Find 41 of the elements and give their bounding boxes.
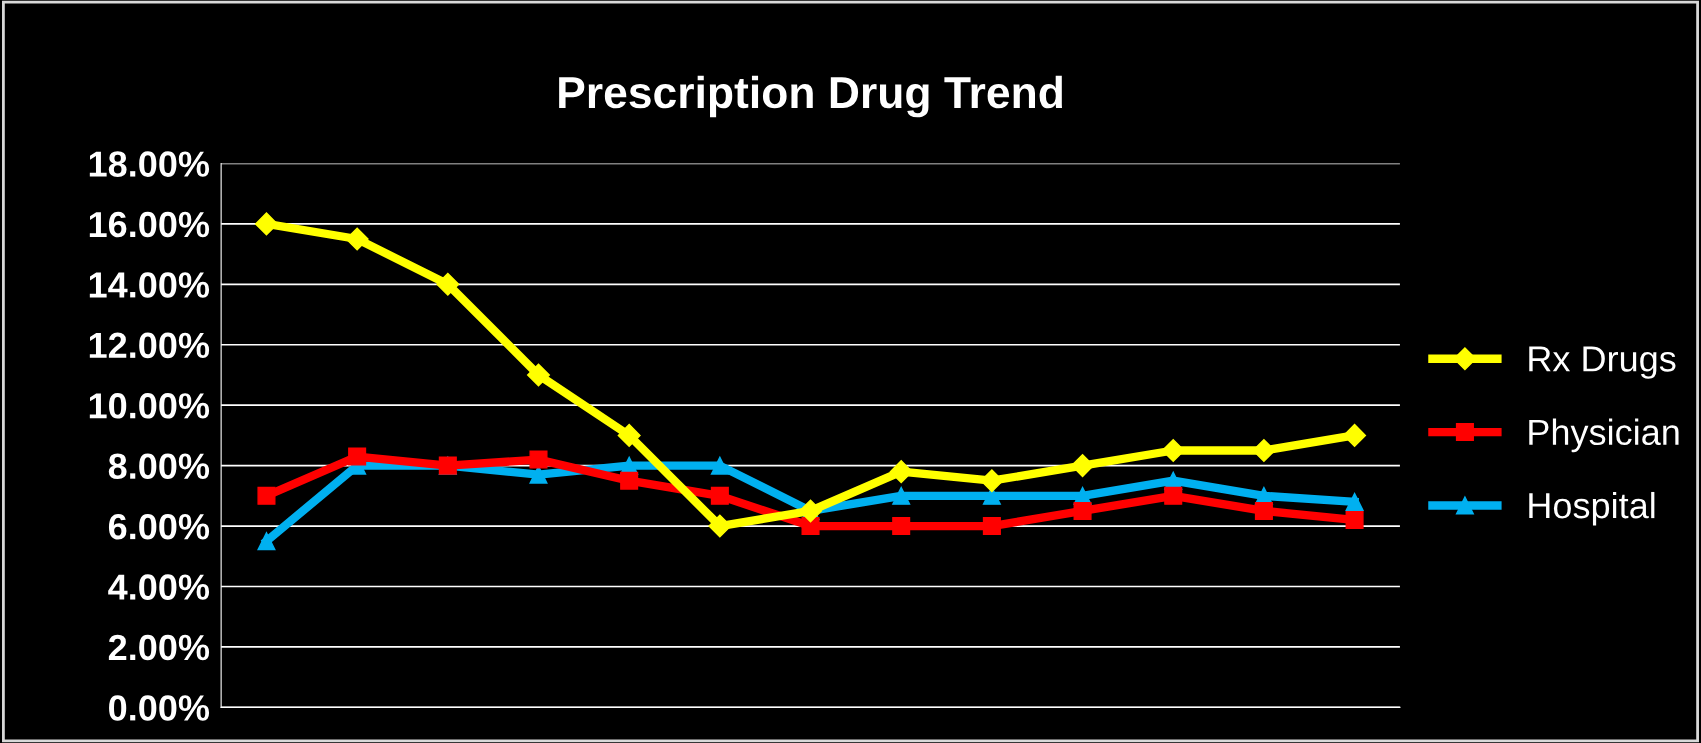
point — [257, 532, 276, 551]
point — [892, 517, 911, 536]
y-tick-label: 0.00% — [109, 695, 210, 721]
legend-label: Hospital — [1529, 491, 1655, 526]
point — [345, 227, 369, 251]
point — [257, 486, 276, 505]
point — [348, 447, 367, 466]
point — [1254, 501, 1273, 520]
y-tick-label: 8.00% — [108, 453, 210, 480]
point — [889, 460, 913, 484]
chart-title: Prescription Drug Trend — [559, 75, 1062, 118]
legend-label: Physician — [1529, 418, 1679, 453]
y-tick-label: 2.00% — [108, 634, 210, 661]
point — [1164, 486, 1183, 505]
point — [710, 456, 729, 475]
y-tick-label: 4.00% — [108, 574, 210, 600]
point — [620, 471, 639, 490]
point — [982, 517, 1001, 536]
point — [436, 272, 460, 296]
y-tick-label: 18.00% — [89, 151, 210, 177]
y-tick-label: 6.00% — [108, 513, 210, 540]
legend-label: Rx Drugs — [1529, 346, 1676, 379]
point — [710, 486, 729, 505]
point — [1071, 454, 1095, 478]
point — [892, 486, 911, 505]
y-tick-label: 10.00% — [89, 393, 210, 419]
point — [617, 423, 641, 447]
point — [1345, 492, 1364, 511]
point — [801, 517, 820, 536]
point — [526, 363, 550, 387]
point — [254, 212, 278, 236]
point — [1345, 510, 1364, 530]
point — [708, 514, 732, 538]
point — [1343, 423, 1367, 447]
point — [1161, 439, 1185, 463]
y-tick-label: 16.00% — [89, 211, 210, 238]
point — [980, 469, 1004, 493]
point — [529, 450, 548, 469]
y-tick-label: 12.00% — [89, 332, 210, 359]
y-tick-label: 14.00% — [89, 272, 210, 298]
point — [1073, 501, 1092, 520]
